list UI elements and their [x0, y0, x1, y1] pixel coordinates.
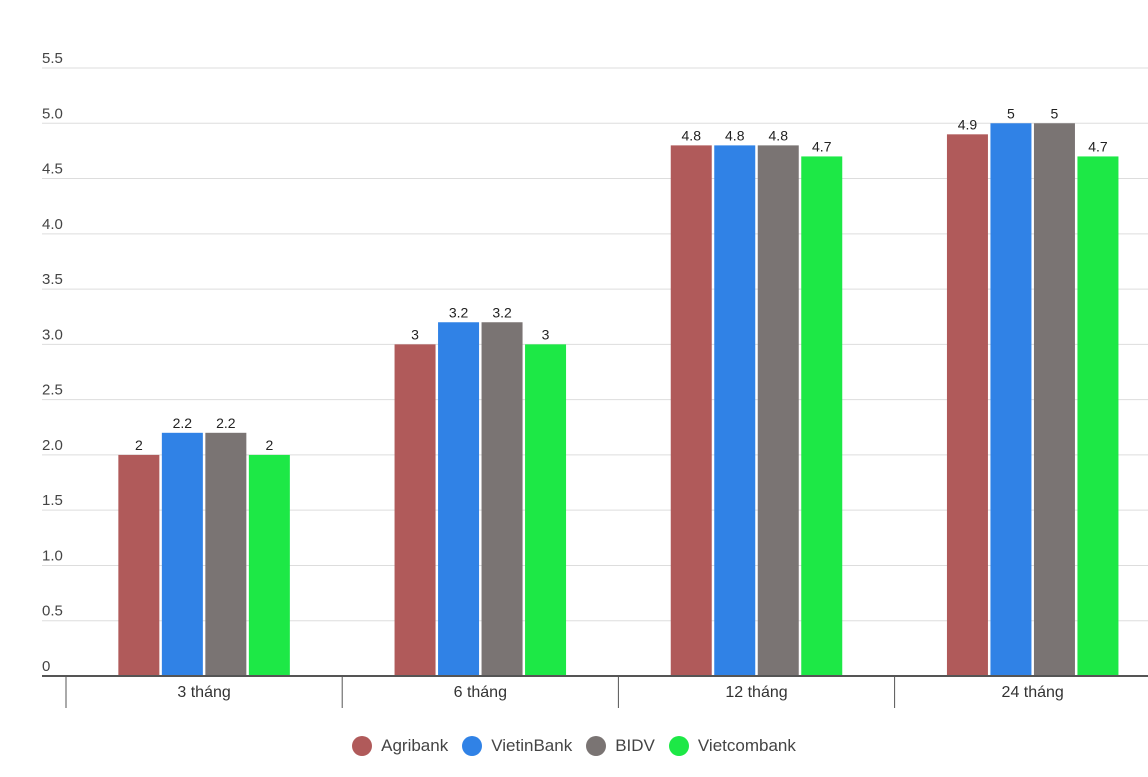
bar — [946, 134, 988, 676]
legend-item-bidv[interactable]: BIDV — [586, 736, 655, 756]
y-tick-label: 3.5 — [42, 271, 63, 288]
data-label: 2 — [135, 437, 143, 453]
legend-swatch — [462, 736, 483, 756]
bar — [1033, 123, 1075, 677]
x-tick-label: 24 tháng — [1002, 684, 1064, 701]
legend-label: Agribank — [381, 736, 449, 755]
y-tick-label: 1.5 — [42, 492, 63, 509]
bar — [481, 322, 523, 676]
y-tick-label: 0 — [42, 658, 50, 675]
bar — [118, 454, 160, 676]
bar — [1077, 156, 1119, 676]
bar — [757, 145, 799, 676]
y-tick-label: 3.0 — [42, 326, 63, 343]
legend-label: VietinBank — [491, 736, 573, 755]
x-tick-label: 12 tháng — [725, 684, 787, 701]
data-label: 4.8 — [725, 127, 745, 143]
bar — [394, 344, 436, 676]
legend-swatch — [668, 736, 689, 756]
data-label: 5 — [1051, 105, 1059, 121]
bar — [714, 145, 756, 676]
y-tick-label: 0.5 — [42, 603, 63, 620]
bar — [438, 322, 480, 676]
data-label: 2 — [265, 437, 273, 453]
bar — [161, 432, 203, 676]
bar — [525, 344, 567, 676]
data-label: 4.8 — [769, 127, 789, 143]
x-tick-label: 6 tháng — [454, 684, 507, 701]
legend-label: BIDV — [615, 736, 655, 755]
y-tick-label: 5.5 — [42, 50, 63, 67]
data-label: 2.2 — [216, 415, 236, 431]
data-label: 4.7 — [812, 138, 832, 154]
legend-item-agribank[interactable]: Agribank — [352, 736, 448, 756]
legend-label: Vietcombank — [697, 736, 796, 755]
legend-swatch — [352, 736, 373, 756]
data-label: 3.2 — [449, 304, 469, 320]
legend-item-vietinbank[interactable]: VietinBank — [462, 736, 572, 756]
bar — [205, 432, 247, 676]
data-label: 4.7 — [1088, 138, 1108, 154]
data-label: 4.8 — [682, 127, 702, 143]
bar — [670, 145, 712, 676]
legend-item-vietcombank[interactable]: Vietcombank — [668, 736, 796, 756]
y-tick-label: 2.0 — [42, 437, 63, 454]
data-label: 5 — [1007, 105, 1015, 121]
y-tick-label: 2.5 — [42, 382, 63, 399]
data-label: 2.2 — [173, 415, 193, 431]
data-label: 3.2 — [492, 304, 512, 320]
legend: Agribank VietinBank BIDV Vietcombank — [0, 736, 1148, 756]
bar — [990, 123, 1032, 677]
bar — [801, 156, 843, 676]
y-tick-label: 4.5 — [42, 161, 63, 178]
legend-swatch — [586, 736, 607, 756]
y-tick-label: 5.0 — [42, 105, 63, 122]
x-tick-label: 3 tháng — [177, 684, 230, 701]
bar — [248, 454, 290, 676]
data-label: 4.9 — [958, 116, 978, 132]
y-tick-label: 1.0 — [42, 547, 63, 564]
data-label: 3 — [411, 326, 419, 342]
data-label: 3 — [542, 326, 550, 342]
y-tick-label: 4.0 — [42, 216, 63, 233]
